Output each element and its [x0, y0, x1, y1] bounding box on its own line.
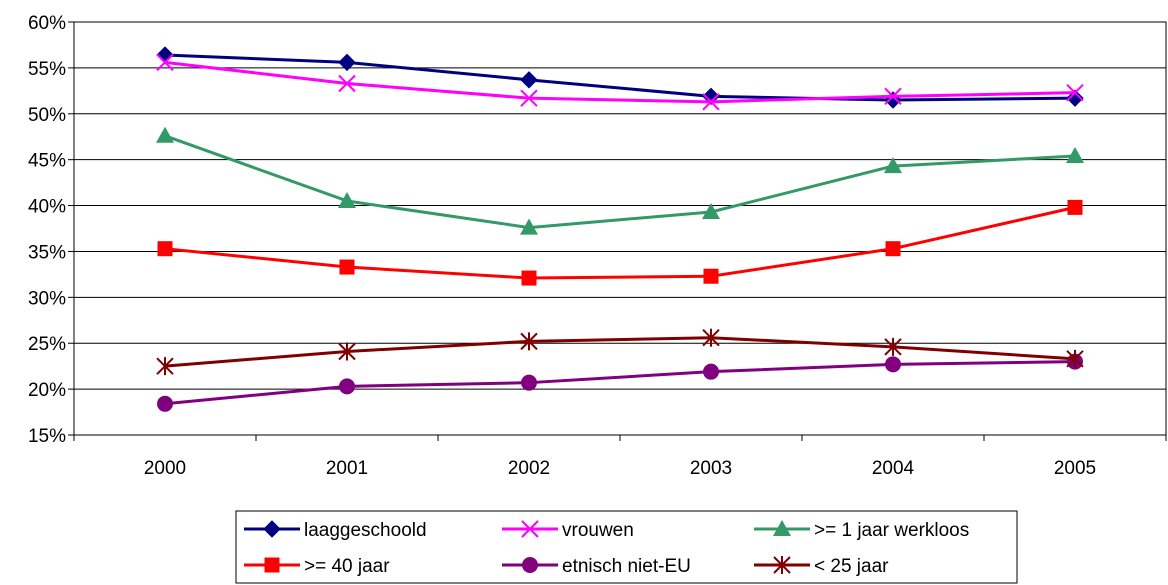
data-point [1066, 83, 1084, 102]
legend: laaggeschoold vrouwen >= 1 jaar werkloos >=… [244, 520, 969, 577]
legend-item: >= 1 jaar werkloos [754, 520, 969, 541]
legend-marker [521, 520, 539, 538]
legend-box [235, 510, 1018, 584]
series-group [156, 46, 1084, 412]
data-point [338, 342, 356, 361]
data-point [338, 53, 356, 72]
gridlines [74, 67, 1166, 390]
legend-item: etnisch niet-EU [502, 556, 691, 577]
x-tick-label: 2002 [508, 458, 550, 479]
y-tick-label: 25% [28, 334, 66, 355]
y-tick-label: 55% [28, 59, 66, 80]
x-tick-label: 2005 [1054, 458, 1096, 479]
y-tick-label: 20% [28, 380, 66, 401]
legend-marker [773, 520, 791, 536]
data-point [884, 337, 902, 356]
plot-area [73, 21, 1167, 436]
series-line [164, 60, 1076, 104]
data-point [520, 71, 538, 89]
x-tick-label: 2000 [144, 458, 186, 479]
series-line [164, 336, 1076, 368]
data-point [1066, 349, 1084, 368]
data-point [702, 93, 720, 111]
x-axis-ticks: 2000 2001 2002 2003 2004 2005 [73, 435, 1167, 479]
data-point [339, 259, 355, 275]
legend-item: laaggeschoold [244, 520, 427, 541]
legend-label: laaggeschoold [304, 520, 427, 541]
legend-label: < 25 jaar [814, 556, 889, 577]
data-point [702, 202, 720, 219]
series-line [164, 53, 1076, 102]
data-point [884, 157, 902, 174]
data-point [338, 191, 356, 208]
data-point [702, 328, 720, 347]
data-point [156, 126, 174, 143]
data-point [521, 270, 537, 286]
legend-label: >= 1 jaar werkloos [814, 520, 969, 541]
legend-item: < 25 jaar [754, 556, 889, 577]
data-point [339, 378, 355, 395]
series-line [164, 205, 1076, 280]
legend-label: >= 40 jaar [304, 556, 390, 577]
legend-marker [264, 557, 280, 573]
y-tick-label: 30% [28, 288, 66, 309]
y-tick-label: 15% [28, 426, 66, 447]
legend-item: >= 40 jaar [244, 556, 390, 577]
data-point [703, 363, 719, 380]
data-point [884, 87, 902, 106]
data-point [156, 53, 174, 72]
y-tick-label: 40% [28, 197, 66, 218]
legend-marker [522, 557, 538, 573]
legend-label: vrouwen [562, 520, 634, 541]
data-point [885, 356, 901, 373]
legend-marker [263, 520, 281, 538]
data-point [520, 89, 538, 107]
x-tick-label: 2004 [872, 458, 915, 479]
data-point [157, 241, 173, 257]
data-point [338, 74, 356, 93]
y-tick-label: 60% [28, 13, 66, 34]
x-tick-label: 2001 [326, 458, 368, 479]
x-tick-label: 2003 [690, 458, 732, 479]
y-axis-ticks: 15% 20% 25% 30% 35% 40% 45% 50% 55% 60% [28, 13, 74, 447]
y-tick-label: 50% [28, 105, 66, 126]
data-point [1066, 146, 1084, 163]
legend-marker [773, 556, 791, 574]
legend-item: vrouwen [502, 520, 634, 541]
legend-label: etnisch niet-EU [562, 556, 691, 577]
data-point [520, 218, 538, 235]
y-tick-label: 45% [28, 151, 66, 172]
data-point [703, 268, 719, 284]
data-point [157, 395, 173, 412]
series-line [164, 134, 1076, 230]
data-point [156, 357, 174, 376]
data-point [521, 374, 537, 391]
series-line [164, 360, 1076, 406]
data-point [520, 332, 538, 351]
y-tick-label: 35% [28, 242, 66, 263]
data-point [1067, 199, 1083, 215]
data-point [885, 241, 901, 257]
